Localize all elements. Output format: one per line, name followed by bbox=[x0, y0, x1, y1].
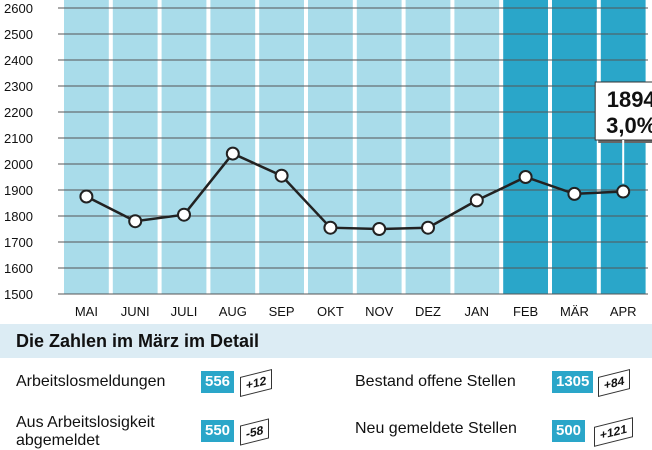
month-column bbox=[405, 0, 451, 294]
detail-header: Die Zahlen im März im Detail bbox=[0, 324, 652, 358]
detail-label: Aus Arbeitslosigkeit abgemeldet bbox=[16, 414, 155, 449]
data-point bbox=[567, 186, 582, 201]
callout-value: 1894 bbox=[607, 87, 652, 112]
y-tick-label: 2500 bbox=[4, 27, 33, 42]
month-column bbox=[503, 0, 548, 294]
x-tick-label: AUG bbox=[219, 304, 247, 319]
month-column bbox=[308, 0, 353, 294]
month-column bbox=[259, 0, 304, 294]
detail-label: Neu gemeldete Stellen bbox=[355, 420, 517, 437]
data-point bbox=[128, 214, 143, 229]
month-column bbox=[64, 0, 109, 294]
x-tick-label: JULI bbox=[171, 304, 198, 319]
series-line bbox=[85, 152, 624, 231]
x-tick-label: DEZ bbox=[415, 304, 441, 319]
detail-value: 500 bbox=[552, 420, 586, 442]
detail-change: +121 bbox=[594, 417, 634, 447]
x-tick-label: NOV bbox=[365, 304, 394, 319]
detail-value: 556 bbox=[201, 371, 235, 393]
detail-value: 550 bbox=[201, 420, 235, 442]
data-point bbox=[177, 207, 191, 222]
y-tick-label: 1600 bbox=[4, 261, 33, 276]
y-tick-label: 2000 bbox=[4, 157, 33, 172]
detail-change: +84 bbox=[598, 368, 631, 398]
x-tick-label: JAN bbox=[465, 304, 490, 319]
callout-box bbox=[594, 81, 652, 141]
y-tick-label: 2300 bbox=[4, 79, 33, 94]
detail-change: -58 bbox=[240, 418, 270, 446]
detail-label: Arbeitslosmeldungen bbox=[16, 373, 166, 390]
detail-value: 1305 bbox=[552, 371, 594, 393]
x-tick-label: SEP bbox=[269, 304, 295, 319]
data-point bbox=[323, 220, 338, 235]
y-tick-label: 2100 bbox=[4, 131, 33, 146]
x-tick-label: MAI bbox=[75, 304, 98, 319]
data-point bbox=[372, 222, 387, 236]
month-column bbox=[356, 0, 402, 294]
line-chart: 2600 2500 2400 2300 2200 2100 2000 1900 1800 1700… bbox=[4, 0, 652, 319]
y-tick-label: 1800 bbox=[4, 209, 33, 224]
month-column bbox=[552, 0, 597, 294]
y-tick-label: 1700 bbox=[4, 235, 33, 250]
month-column bbox=[161, 0, 207, 294]
y-tick-label: 1900 bbox=[4, 183, 33, 198]
y-tick-label: 2600 bbox=[4, 1, 33, 16]
data-point bbox=[616, 184, 631, 199]
data-point bbox=[518, 170, 533, 184]
x-tick-label: JUNI bbox=[121, 304, 150, 319]
y-tick-label: 2200 bbox=[4, 105, 33, 120]
y-tick-label: 2400 bbox=[4, 53, 33, 68]
month-column bbox=[454, 0, 500, 294]
detail-title: Die Zahlen im März im Detail bbox=[16, 331, 260, 351]
callout-rate: 3,0% bbox=[606, 113, 652, 138]
x-tick-label: FEB bbox=[513, 304, 538, 319]
y-tick-label: 1500 bbox=[4, 287, 33, 302]
data-point bbox=[274, 168, 289, 183]
detail-label: Bestand offene Stellen bbox=[355, 373, 516, 390]
detail-change: +12 bbox=[240, 368, 273, 398]
month-column bbox=[112, 0, 158, 294]
x-tick-label: APR bbox=[610, 304, 637, 319]
data-point bbox=[79, 189, 94, 204]
data-point bbox=[225, 146, 240, 161]
x-tick-label: MÄR bbox=[560, 304, 589, 319]
data-point bbox=[421, 220, 435, 235]
x-tick-label: OKT bbox=[317, 304, 344, 319]
data-point bbox=[469, 193, 484, 208]
